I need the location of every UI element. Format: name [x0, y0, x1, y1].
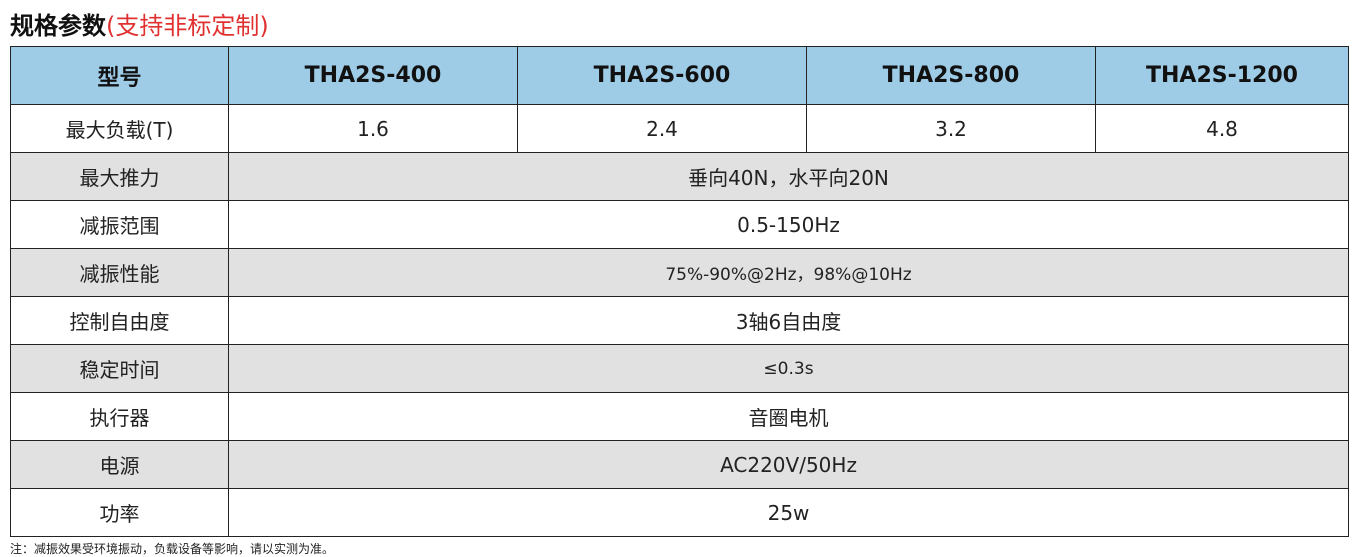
cell-value: 音圈电机	[228, 392, 1349, 441]
header-cell: THA2S-1200	[1095, 46, 1349, 105]
header-cell: THA2S-800	[806, 46, 1096, 105]
cell-value: ≤0.3s	[228, 344, 1349, 393]
cell-value: 1.6	[228, 104, 518, 153]
header-row: 型号 THA2S-400 THA2S-600 THA2S-800 THA2S-1…	[10, 46, 1349, 105]
row-label: 功率	[10, 488, 229, 537]
table-row: 电源 AC220V/50Hz	[10, 440, 1349, 489]
row-label: 减振性能	[10, 248, 229, 297]
title-main: 规格参数	[10, 12, 106, 40]
cell-value: 4.8	[1095, 104, 1349, 153]
footnote: 注：减振效果受环境振动，负载设备等影响，请以实测为准。	[10, 542, 335, 556]
row-label: 最大推力	[10, 152, 229, 201]
title-subtitle: (支持非标定制)	[106, 12, 269, 40]
row-label: 电源	[10, 440, 229, 489]
header-cell: THA2S-400	[228, 46, 518, 105]
page-title: 规格参数(支持非标定制)	[10, 6, 269, 41]
row-label: 最大负载(T)	[10, 104, 229, 153]
table-row: 减振范围 0.5-150Hz	[10, 200, 1349, 249]
row-label: 控制自由度	[10, 296, 229, 345]
spec-table: 型号 THA2S-400 THA2S-600 THA2S-800 THA2S-1…	[10, 46, 1349, 537]
header-cell: 型号	[10, 46, 229, 105]
table-row: 功率 25w	[10, 488, 1349, 537]
row-label: 减振范围	[10, 200, 229, 249]
row-label: 稳定时间	[10, 344, 229, 393]
table-row: 最大负载(T) 1.6 2.4 3.2 4.8	[10, 104, 1349, 153]
cell-value: 3轴6自由度	[228, 296, 1349, 345]
table-row: 最大推力 垂向40N，水平向20N	[10, 152, 1349, 201]
table-row: 减振性能 75%-90%@2Hz，98%@10Hz	[10, 248, 1349, 297]
table-row: 稳定时间 ≤0.3s	[10, 344, 1349, 393]
cell-value: 75%-90%@2Hz，98%@10Hz	[228, 248, 1349, 297]
row-label: 执行器	[10, 392, 229, 441]
table-row: 执行器 音圈电机	[10, 392, 1349, 441]
cell-value: 25w	[228, 488, 1349, 537]
header-cell: THA2S-600	[517, 46, 807, 105]
cell-value: 2.4	[517, 104, 807, 153]
cell-value: 3.2	[806, 104, 1096, 153]
table-row: 控制自由度 3轴6自由度	[10, 296, 1349, 345]
cell-value: 垂向40N，水平向20N	[228, 152, 1349, 201]
cell-value: 0.5-150Hz	[228, 200, 1349, 249]
cell-value: AC220V/50Hz	[228, 440, 1349, 489]
